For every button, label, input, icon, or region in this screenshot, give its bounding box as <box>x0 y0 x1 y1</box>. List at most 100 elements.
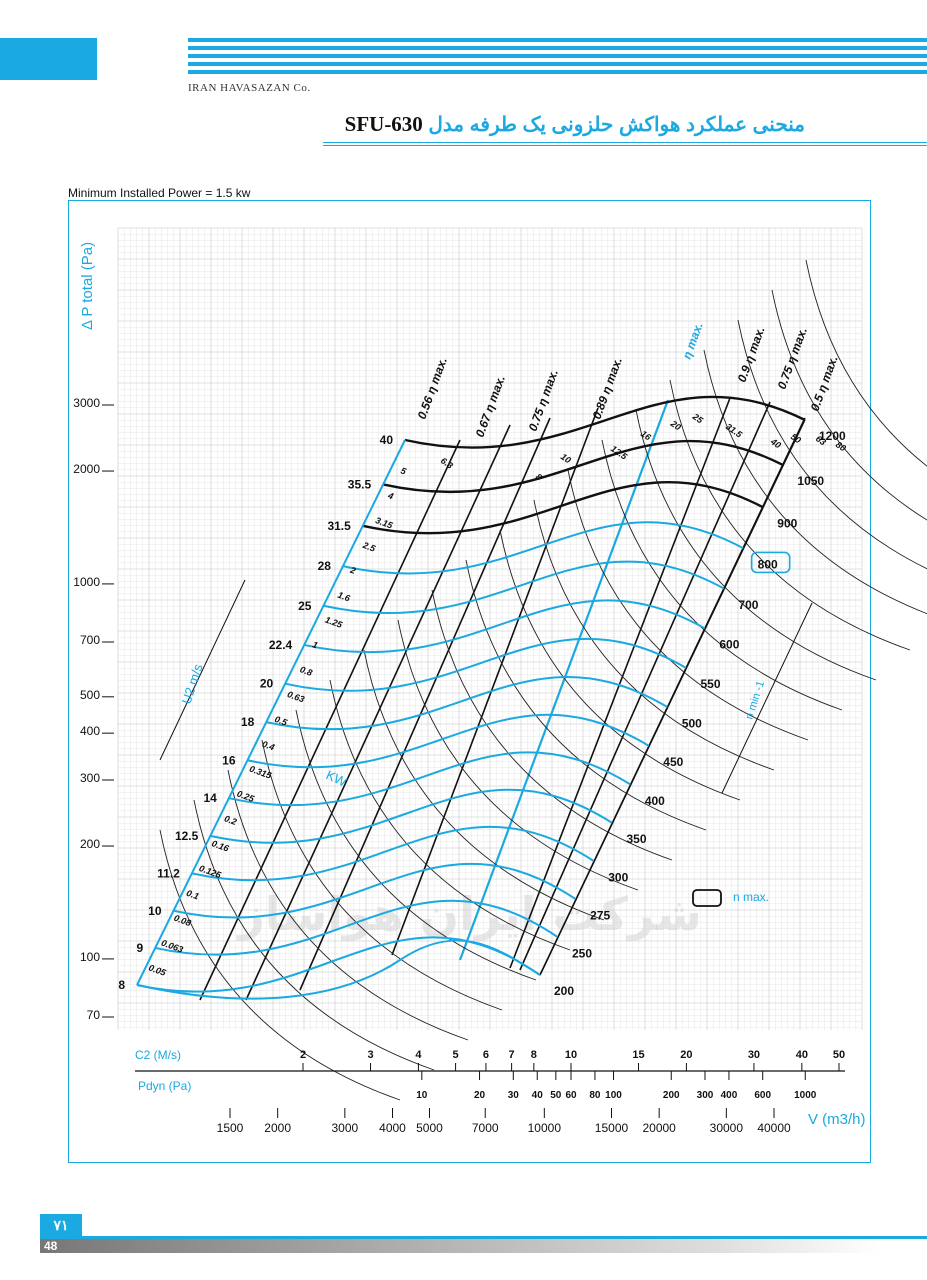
min-installed-power: Minimum Installed Power = 1.5 kw <box>68 186 251 200</box>
c2-tick-label: 4 <box>415 1049 422 1061</box>
x-tick-label: 15000 <box>595 1121 629 1135</box>
power-value-left: 0.8 <box>299 664 314 678</box>
speed-value: 300 <box>608 870 628 884</box>
u2-value: 35.5 <box>348 477 372 491</box>
c2-tick-label: 10 <box>565 1049 577 1061</box>
y-tick-label: 200 <box>80 837 100 851</box>
power-line <box>295 709 537 981</box>
speed-value: 500 <box>682 716 702 730</box>
speed-curve <box>228 751 632 807</box>
efficiency-label: 0.75 η max. <box>526 367 561 433</box>
power-line <box>329 679 571 951</box>
x-tick-label: 4000 <box>379 1121 406 1135</box>
pdyn-tick-label: 30 <box>508 1090 520 1101</box>
power-value-left: 1.6 <box>336 590 352 604</box>
y-tick-label: 500 <box>80 688 100 702</box>
power-value-top: 10 <box>559 451 573 465</box>
power-value-left: 0.16 <box>210 838 231 854</box>
page-number-persian: ۷۱ <box>40 1214 82 1236</box>
y-tick-label: 400 <box>80 724 100 738</box>
pdyn-tick-label: 1000 <box>794 1090 817 1101</box>
title-rule <box>323 142 927 143</box>
power-value-top: 63 <box>814 433 828 447</box>
power-value-top: 25 <box>690 411 706 426</box>
model-name: SFU-630 <box>344 112 423 136</box>
u2-value: 11.2 <box>157 866 180 880</box>
speed-curve <box>247 713 650 769</box>
power-line <box>533 499 775 771</box>
power-line <box>499 529 741 801</box>
speed-curve <box>304 599 706 654</box>
speed-value: 400 <box>645 794 665 808</box>
page-number: 48 <box>44 1239 58 1253</box>
speed-value: 800 <box>758 557 778 571</box>
u2-value: 8 <box>118 978 125 992</box>
u2-value: 10 <box>148 904 162 918</box>
pdyn-tick-label: 10 <box>416 1090 428 1101</box>
power-line <box>601 439 843 711</box>
watermark: شرکت ایران هواساز <box>236 887 702 941</box>
power-line <box>635 409 877 681</box>
pdyn-tick-label: 60 <box>565 1090 577 1101</box>
title-rule-2 <box>323 145 927 146</box>
pdyn-tick-label: 40 <box>532 1090 544 1101</box>
speed-value: 450 <box>663 755 683 769</box>
c2-tick-label: 6 <box>483 1049 489 1061</box>
pdyn-tick-label: 200 <box>663 1090 680 1101</box>
efficiency-line <box>299 417 551 991</box>
power-unit-label: KW <box>324 767 350 790</box>
header-blue-tab <box>0 38 97 80</box>
pdyn-tick-label: 300 <box>697 1090 714 1101</box>
speed-curve <box>382 439 784 494</box>
u2-value: 16 <box>222 753 236 767</box>
y-tick-label: 3000 <box>73 396 100 410</box>
power-line <box>771 289 927 521</box>
y-tick-label: 300 <box>80 771 100 785</box>
pdyn-tick-label: 80 <box>589 1090 601 1101</box>
speed-value: 600 <box>719 638 739 652</box>
x-tick-label: 10000 <box>528 1121 562 1135</box>
chart-frame <box>68 200 871 1163</box>
c2-tick-label: 50 <box>833 1049 845 1061</box>
x-tick-label: 2000 <box>264 1121 291 1135</box>
c2-tick-label: 20 <box>680 1049 692 1061</box>
u2-value: 28 <box>318 559 332 573</box>
c2-tick-label: 2 <box>300 1049 306 1061</box>
company-name: IRAN HAVASAZAN Co. <box>188 82 311 94</box>
x-tick-label: 7000 <box>472 1121 499 1135</box>
pdyn-tick-label: 50 <box>550 1090 562 1101</box>
title-persian: منحنی عملکرد هواکش حلزونی یک طرفه مدل <box>428 114 805 136</box>
power-value-top: 50 <box>789 431 803 445</box>
x-tick-label: 40000 <box>757 1121 791 1135</box>
n-max-legend-label: n max. <box>733 890 769 904</box>
power-value-left: 0.2 <box>223 813 238 827</box>
c2-tick-label: 40 <box>796 1049 808 1061</box>
power-value-left: 0.05 <box>147 962 168 978</box>
efficiency-line <box>391 407 599 956</box>
left-edge <box>136 439 406 986</box>
power-value-left: 5 <box>399 465 408 476</box>
speed-value: 1200 <box>819 429 846 443</box>
speed-curve <box>404 395 806 449</box>
x-tick-label: 1500 <box>217 1121 244 1135</box>
x-tick-label: 20000 <box>642 1121 676 1135</box>
pdyn-tick-label: 400 <box>721 1090 738 1101</box>
speed-value: 700 <box>738 598 758 612</box>
speed-curve <box>284 637 688 692</box>
efficiency-line <box>245 424 511 1001</box>
power-value-left: 1 <box>311 639 319 650</box>
efficiency-line <box>519 401 771 971</box>
bottom-edge <box>136 939 541 1000</box>
power-value-left: 0.08 <box>173 913 193 928</box>
u2-value: 31.5 <box>327 519 351 533</box>
u2-value: 22.4 <box>269 638 293 652</box>
header-stripes <box>188 38 927 82</box>
power-line <box>159 829 401 1101</box>
speed-curve <box>362 481 764 535</box>
pdyn-tick-label: 20 <box>474 1090 486 1101</box>
x-axis-label: V (m3/h) <box>808 1111 866 1128</box>
c2-tick-label: 15 <box>632 1049 644 1061</box>
c2-tick-label: 5 <box>453 1049 459 1061</box>
power-value-left: 0.1 <box>185 888 200 902</box>
efficiency-line <box>509 397 731 969</box>
